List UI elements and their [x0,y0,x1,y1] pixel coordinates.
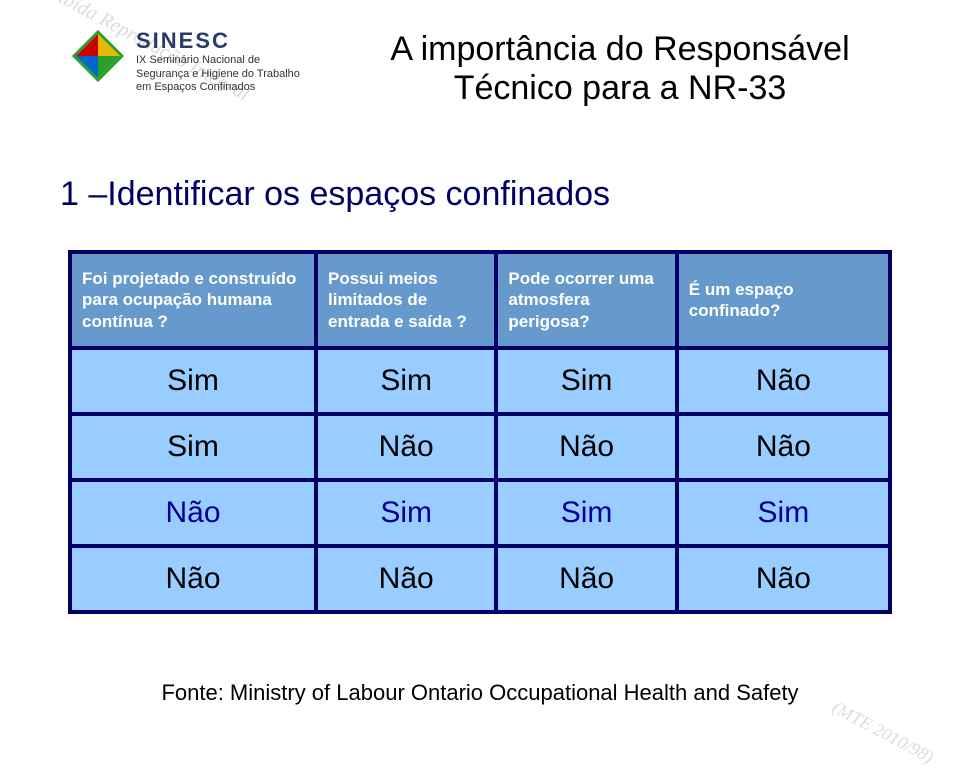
source-citation: Fonte: Ministry of Labour Ontario Occupa… [0,680,960,706]
table-header: É um espaço confinado? [677,252,890,348]
table-cell: Sim [496,480,676,546]
decision-table: Foi projetado e construído para ocupação… [68,250,892,614]
table-cell: Não [316,414,496,480]
table-cell: Sim [677,480,890,546]
table-cell: Não [677,348,890,414]
table-row: Não Não Não Não [70,546,890,612]
table-cell: Sim [316,480,496,546]
table-header: Pode ocorrer uma atmosfera perigosa? [496,252,676,348]
logo-text: SINESC IX Seminário Nacional de Seguranç… [136,28,300,94]
logo-line3: em Espaços Confinados [136,81,300,94]
table-cell: Sim [316,348,496,414]
logo-brand: SINESC [136,28,300,54]
logo-line2: Segurança e Higiene do Trabalho [136,68,300,81]
table-cell: Sim [496,348,676,414]
title-line2: Técnico para a NR-33 [320,69,920,108]
table-cell: Não [677,546,890,612]
table-cell: Não [70,480,316,546]
table-cell: Sim [70,414,316,480]
table-cell: Não [316,546,496,612]
table-cell: Não [70,546,316,612]
table-header-row: Foi projetado e construído para ocupação… [70,252,890,348]
table-cell: Não [496,546,676,612]
table-header: Possui meios limitados de entrada e saíd… [316,252,496,348]
page-title: A importância do Responsável Técnico par… [320,30,920,108]
table-row: Sim Sim Sim Não [70,348,890,414]
table-header: Foi projetado e construído para ocupação… [70,252,316,348]
table-cell: Não [496,414,676,480]
table-cell: Sim [70,348,316,414]
table-row: Não Sim Sim Sim [70,480,890,546]
table-cell: Não [677,414,890,480]
section-heading: 1 –Identificar os espaços confinados [60,175,920,214]
sinesc-logo-icon [70,28,126,84]
title-line1: A importância do Responsável [320,30,920,69]
logo-line1: IX Seminário Nacional de [136,54,300,67]
table-row: Sim Não Não Não [70,414,890,480]
logo-block: SINESC IX Seminário Nacional de Seguranç… [70,28,300,94]
watermark-bottom: (MTE 2010/98) [828,697,936,768]
